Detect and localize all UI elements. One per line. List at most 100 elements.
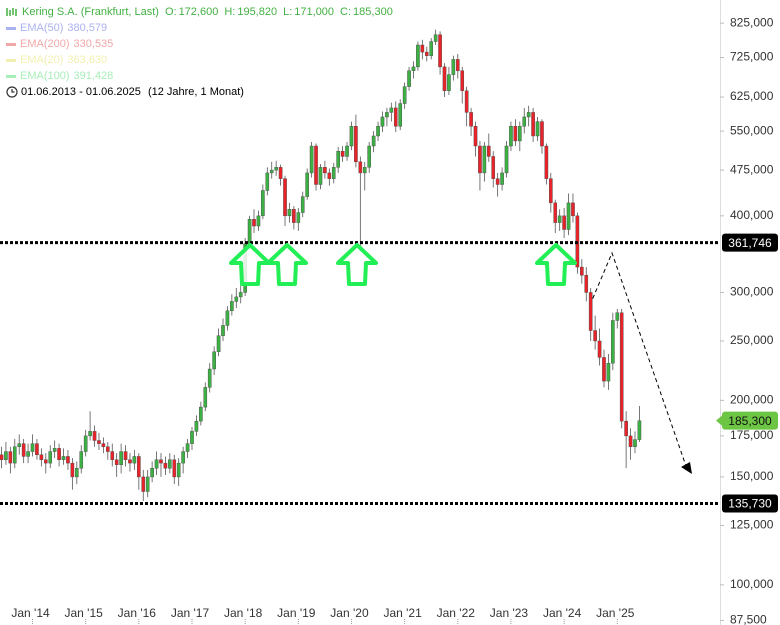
y-tick-label: 125,000 bbox=[730, 518, 774, 532]
indicator-row: EMA(50) 380,579 bbox=[6, 20, 401, 36]
candle-body bbox=[39, 454, 44, 460]
candle-body bbox=[566, 202, 571, 230]
candle-body bbox=[429, 41, 434, 56]
candle-body bbox=[159, 459, 163, 464]
support-arrow bbox=[229, 243, 271, 286]
candle-body bbox=[487, 145, 491, 157]
x-tick-label: Jan '19 bbox=[277, 606, 316, 620]
forecast-arrow bbox=[589, 251, 692, 474]
candle-body bbox=[571, 202, 575, 217]
candle-body bbox=[584, 275, 589, 293]
indicator-name: EMA(200) bbox=[20, 38, 70, 50]
candle-body bbox=[371, 135, 376, 147]
candle-body bbox=[269, 169, 274, 174]
candle-body bbox=[88, 431, 92, 437]
candle-body bbox=[278, 167, 283, 179]
candle-body bbox=[101, 443, 106, 447]
candle-body bbox=[637, 420, 642, 440]
candle-body bbox=[305, 172, 309, 197]
candle-body bbox=[252, 219, 256, 227]
y-tick-label: 300,000 bbox=[730, 285, 774, 299]
quote-title: Kering S.A. (Frankfurt, Last) bbox=[22, 6, 159, 18]
annotation-arrows bbox=[229, 243, 577, 286]
indicator-list: EMA(50) 380,579 EMA(200) 330,535 EMA(20) 363,… bbox=[6, 20, 401, 84]
candle-body bbox=[619, 312, 624, 422]
candle-body bbox=[447, 74, 451, 91]
x-tick-label: Jan '15 bbox=[65, 606, 104, 620]
candle-body bbox=[283, 178, 287, 217]
candle-body bbox=[52, 448, 57, 452]
candle-body bbox=[110, 451, 115, 460]
candle-body bbox=[358, 161, 363, 174]
candle-body bbox=[451, 59, 456, 75]
y-tick-label: 175,000 bbox=[730, 428, 774, 442]
quote-label: O: bbox=[164, 6, 177, 18]
candle-body bbox=[114, 459, 119, 465]
candle-body bbox=[588, 292, 593, 331]
candle-body bbox=[26, 451, 30, 457]
candle-body bbox=[0, 454, 4, 460]
indicator-value: 380,579 bbox=[67, 22, 108, 34]
candle-body bbox=[354, 126, 358, 163]
quote-label: C: bbox=[340, 6, 352, 18]
indicator-value: 330,535 bbox=[73, 38, 114, 50]
candle-body bbox=[181, 451, 185, 464]
candle-body bbox=[469, 112, 473, 127]
candle-body bbox=[21, 443, 26, 457]
candle-body bbox=[4, 451, 8, 460]
candle-body bbox=[172, 459, 177, 478]
quote-row: Kering S.A. (Frankfurt, Last) O: 172,600 H:… bbox=[6, 4, 401, 20]
candle-body bbox=[261, 190, 265, 217]
candle-body bbox=[509, 126, 513, 147]
candle-body bbox=[128, 459, 132, 464]
candle-body bbox=[398, 103, 403, 127]
candle-body bbox=[92, 431, 97, 441]
candle-body bbox=[376, 126, 380, 137]
quote-value: 172,600 bbox=[178, 6, 219, 18]
indicator-value: 363,630 bbox=[67, 54, 108, 66]
candle-body bbox=[35, 443, 39, 456]
indicator-name: EMA(50) bbox=[20, 22, 64, 34]
candle-body bbox=[460, 70, 465, 91]
x-tick-label: Jan '24 bbox=[543, 606, 582, 620]
candle-body bbox=[362, 167, 367, 174]
candle-body bbox=[331, 167, 336, 179]
candle-body bbox=[12, 446, 17, 464]
candle-body bbox=[154, 459, 159, 469]
candle-body bbox=[185, 443, 190, 452]
indicator-value: 391,428 bbox=[73, 70, 114, 82]
support-arrow bbox=[336, 243, 378, 286]
candle-body bbox=[393, 107, 398, 127]
candle-body bbox=[611, 320, 615, 364]
support-arrow bbox=[266, 243, 308, 286]
x-tick-label: Jan '21 bbox=[383, 606, 422, 620]
indicator-name: EMA(20) bbox=[20, 54, 64, 66]
candle-body bbox=[478, 145, 482, 174]
y-tick-label: 400,000 bbox=[730, 208, 774, 222]
candle-body bbox=[482, 145, 487, 174]
candle-body bbox=[615, 312, 620, 321]
candle-body bbox=[628, 435, 633, 447]
candle-body bbox=[48, 451, 53, 464]
y-tick-label: 200,000 bbox=[730, 393, 774, 407]
candle-body bbox=[562, 215, 566, 230]
candle-body bbox=[221, 325, 225, 336]
candle-body bbox=[411, 66, 416, 71]
candle-body bbox=[132, 456, 137, 464]
quote-value: 195,820 bbox=[237, 6, 278, 18]
candle-body bbox=[597, 340, 602, 358]
candle-body bbox=[438, 34, 442, 68]
y-tick-label: 825,000 bbox=[730, 15, 774, 29]
candle-body bbox=[44, 459, 48, 464]
candle-body bbox=[389, 107, 394, 113]
candle-body bbox=[513, 126, 518, 142]
indicator-icon bbox=[6, 74, 16, 78]
y-tick-label: 550,000 bbox=[730, 123, 774, 137]
candle-body bbox=[367, 145, 371, 168]
candle-body bbox=[420, 44, 425, 53]
candle-body bbox=[190, 431, 194, 444]
candle-body bbox=[500, 172, 504, 185]
candle-body bbox=[256, 215, 261, 227]
legend: Kering S.A. (Frankfurt, Last) O: 172,600 H:… bbox=[6, 4, 401, 100]
y-tick-label: 725,000 bbox=[730, 50, 774, 64]
